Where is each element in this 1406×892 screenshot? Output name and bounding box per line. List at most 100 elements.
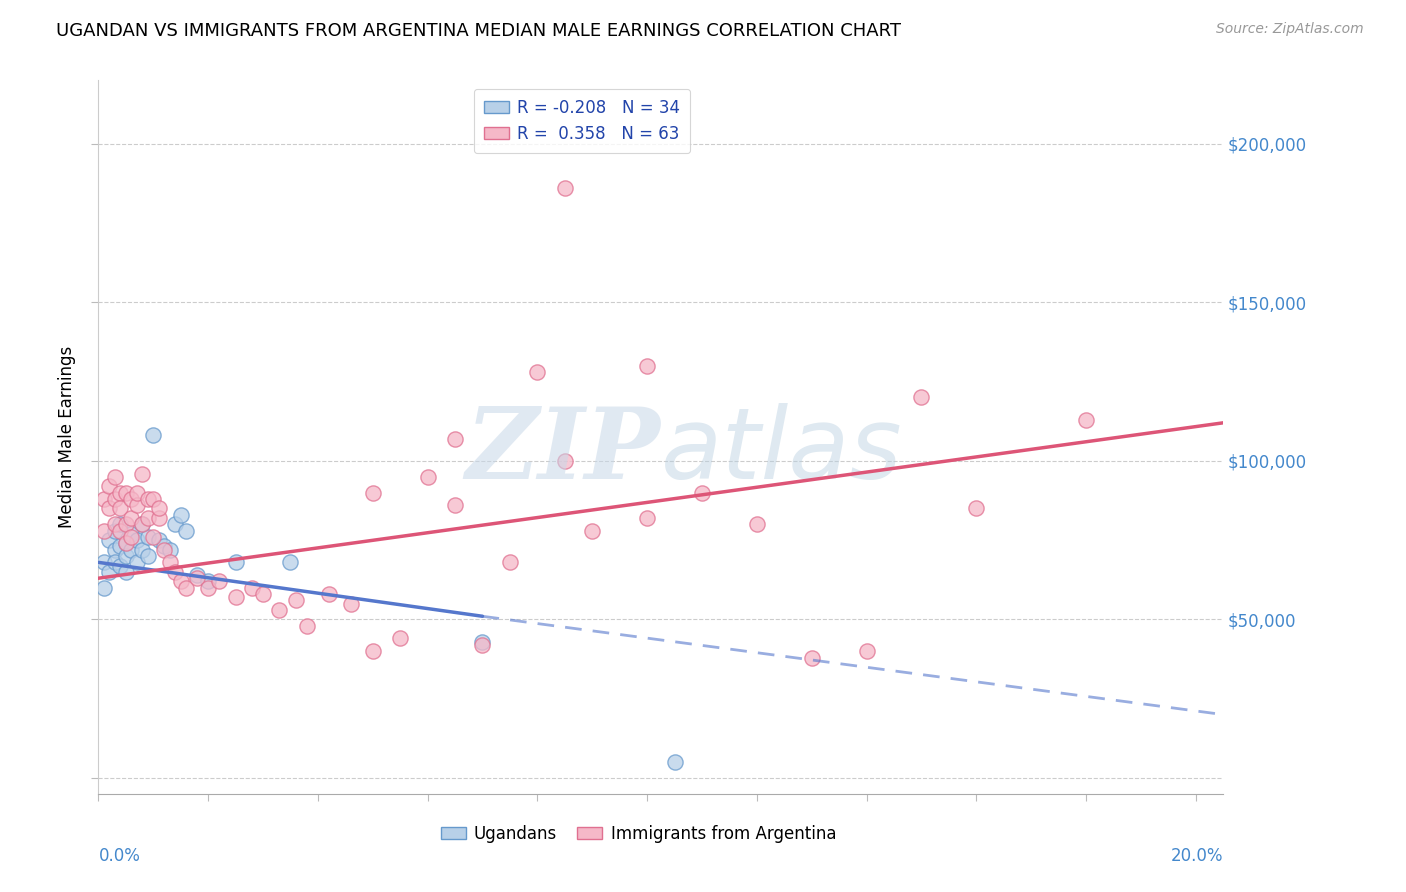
Text: 0.0%: 0.0% [98, 847, 141, 865]
Point [170, 574, 193, 589]
Point [581, 524, 603, 538]
Point [125, 498, 148, 512]
Point [197, 581, 219, 595]
Point [471, 638, 494, 652]
Point [153, 542, 176, 557]
Point [745, 517, 768, 532]
Point [115, 549, 138, 563]
Point [208, 574, 231, 589]
Point [471, 634, 494, 648]
Point [110, 540, 132, 554]
Point [554, 181, 576, 195]
Point [142, 428, 165, 442]
Point [104, 469, 127, 483]
Point [240, 581, 263, 595]
Point [115, 485, 138, 500]
Point [225, 591, 247, 605]
Point [159, 555, 181, 569]
Y-axis label: Median Male Earnings: Median Male Earnings [58, 346, 76, 528]
Point [340, 597, 363, 611]
Point [93, 581, 115, 595]
Point [104, 524, 127, 538]
Point [120, 530, 142, 544]
Point [690, 485, 713, 500]
Point [131, 517, 153, 532]
Point [98, 533, 121, 548]
Point [284, 593, 307, 607]
Point [636, 511, 658, 525]
Point [295, 619, 318, 633]
Point [318, 587, 340, 601]
Point [910, 391, 932, 405]
Point [136, 530, 159, 544]
Point [131, 517, 153, 532]
Point [800, 650, 823, 665]
Point [389, 632, 412, 646]
Point [110, 558, 132, 573]
Text: atlas: atlas [661, 403, 903, 500]
Point [104, 517, 127, 532]
Point [115, 536, 138, 550]
Point [855, 644, 877, 658]
Point [170, 508, 193, 522]
Point [526, 365, 548, 379]
Text: UGANDAN VS IMMIGRANTS FROM ARGENTINA MEDIAN MALE EARNINGS CORRELATION CHART: UGANDAN VS IMMIGRANTS FROM ARGENTINA MED… [56, 22, 901, 40]
Point [148, 533, 170, 548]
Point [554, 454, 576, 468]
Point [125, 485, 148, 500]
Point [115, 565, 138, 579]
Point [104, 491, 127, 506]
Point [197, 574, 219, 589]
Point [104, 542, 127, 557]
Point [98, 501, 121, 516]
Point [110, 524, 132, 538]
Text: Source: ZipAtlas.com: Source: ZipAtlas.com [1216, 22, 1364, 37]
Point [636, 359, 658, 373]
Point [148, 511, 170, 525]
Point [115, 536, 138, 550]
Point [120, 542, 142, 557]
Point [186, 568, 208, 582]
Point [93, 491, 115, 506]
Point [115, 517, 138, 532]
Point [159, 542, 181, 557]
Point [165, 565, 187, 579]
Text: ZIP: ZIP [465, 403, 661, 500]
Point [131, 467, 153, 481]
Point [186, 571, 208, 585]
Point [444, 432, 467, 446]
Point [136, 549, 159, 563]
Point [416, 469, 439, 483]
Point [165, 517, 187, 532]
Text: 20.0%: 20.0% [1171, 847, 1223, 865]
Point [142, 491, 165, 506]
Point [110, 517, 132, 532]
Point [125, 533, 148, 548]
Point [148, 501, 170, 516]
Point [965, 501, 987, 516]
Point [110, 501, 132, 516]
Point [120, 526, 142, 541]
Point [174, 581, 197, 595]
Point [252, 587, 274, 601]
Point [136, 511, 159, 525]
Point [98, 565, 121, 579]
Point [104, 555, 127, 569]
Point [499, 555, 522, 569]
Point [93, 524, 115, 538]
Point [136, 491, 159, 506]
Point [174, 524, 197, 538]
Point [664, 755, 686, 769]
Legend: Ugandans, Immigrants from Argentina: Ugandans, Immigrants from Argentina [434, 819, 842, 850]
Point [110, 485, 132, 500]
Point [120, 491, 142, 506]
Point [153, 540, 176, 554]
Point [120, 511, 142, 525]
Point [142, 530, 165, 544]
Point [361, 644, 384, 658]
Point [131, 542, 153, 557]
Point [361, 485, 384, 500]
Point [269, 603, 291, 617]
Point [93, 555, 115, 569]
Point [125, 555, 148, 569]
